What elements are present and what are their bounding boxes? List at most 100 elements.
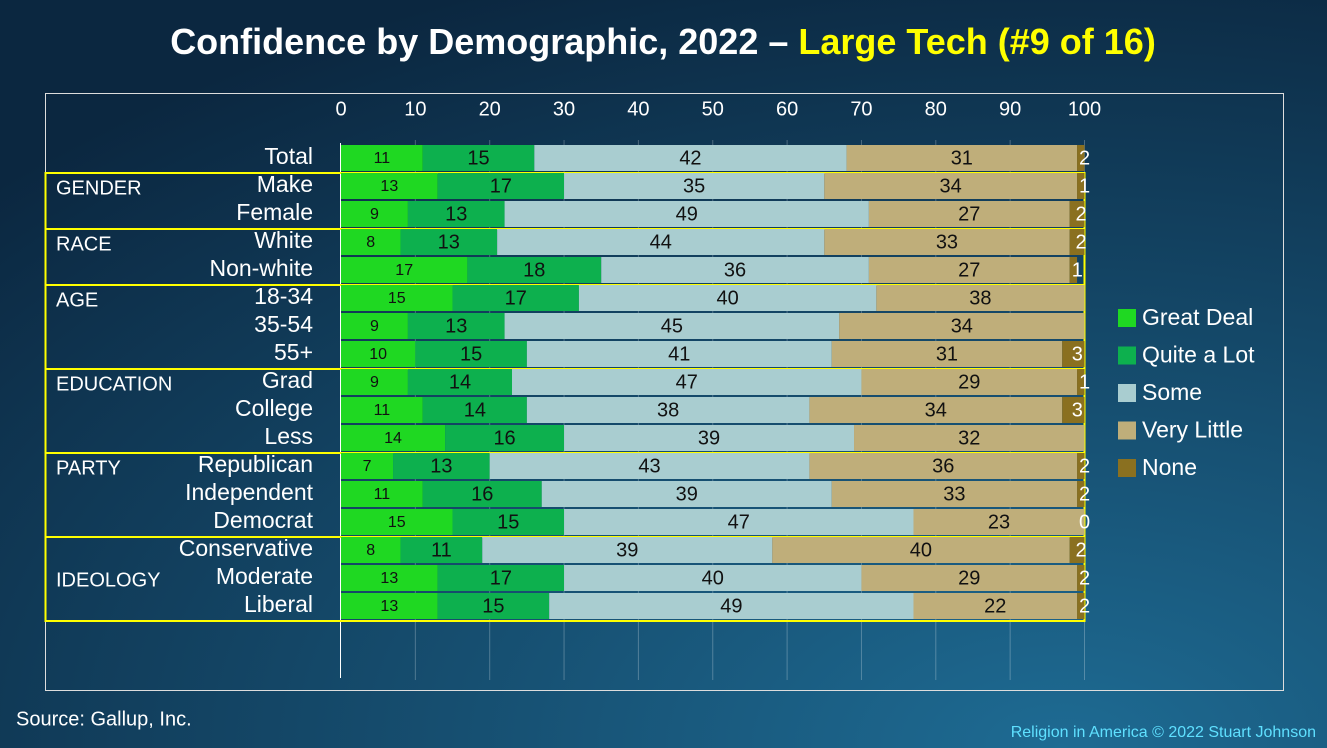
x-tick-label: 0 — [335, 98, 346, 120]
data-label: 13 — [438, 231, 460, 253]
data-label: 44 — [650, 231, 672, 253]
legend-label: Very Little — [1142, 417, 1243, 443]
data-label: 27 — [958, 203, 980, 225]
data-label: 13 — [445, 315, 467, 337]
data-label: 9 — [370, 318, 379, 335]
bar-segment — [868, 257, 1070, 283]
data-label: 32 — [958, 427, 980, 449]
y-tick-label: College — [235, 395, 313, 421]
data-label: 11 — [431, 539, 452, 561]
y-tick-label: 35-54 — [254, 311, 313, 337]
data-label: 33 — [936, 231, 958, 253]
bar-segment — [512, 369, 862, 395]
bar-segment — [437, 173, 565, 199]
bar-segment — [341, 369, 408, 395]
bar-segment — [467, 257, 602, 283]
y-tick-label: Make — [257, 171, 313, 197]
bar-segment — [868, 201, 1070, 227]
bar-segment — [1077, 481, 1085, 507]
y-tick-label: Total — [264, 143, 313, 169]
data-label: 10 — [369, 346, 387, 363]
bar-segment — [482, 537, 773, 563]
data-label: 29 — [958, 567, 980, 589]
bar-segment — [437, 593, 550, 619]
bar-segment — [341, 229, 401, 255]
bar-segment — [407, 369, 513, 395]
data-label: 34 — [951, 315, 973, 337]
bar-segment — [341, 509, 453, 535]
x-tick-label: 100 — [1068, 98, 1101, 120]
data-label: 47 — [676, 371, 698, 393]
data-label: 1 — [1072, 259, 1083, 281]
bar-segment — [452, 509, 565, 535]
bar-segment — [913, 509, 1085, 535]
data-label: 11 — [374, 402, 391, 419]
data-label: 49 — [720, 595, 742, 617]
credit: Religion in America © 2022 Stuart Johnso… — [1011, 724, 1316, 741]
bar-segment — [341, 397, 423, 423]
group-label: PARTY — [56, 457, 121, 479]
bar-segment — [341, 145, 423, 171]
bar-segment — [341, 481, 423, 507]
bar-segment — [504, 201, 869, 227]
bar-segment — [809, 453, 1078, 479]
data-label: 40 — [910, 539, 932, 561]
legend-label: Some — [1142, 379, 1202, 405]
bar-segment — [497, 229, 825, 255]
data-label: 15 — [460, 343, 482, 365]
y-tick-label: Republican — [198, 451, 313, 477]
bar-segment — [831, 481, 1078, 507]
bar-segment — [1069, 537, 1085, 563]
bar-segment — [341, 565, 438, 591]
bar-segment — [341, 537, 401, 563]
bar-segment — [1062, 397, 1085, 423]
data-label: 8 — [366, 234, 375, 251]
data-label: 2 — [1079, 147, 1090, 169]
data-label: 1 — [1079, 175, 1090, 197]
bar-segment — [504, 313, 840, 339]
bar-segment — [526, 397, 810, 423]
bar-segment — [1077, 565, 1085, 591]
data-label: 17 — [505, 287, 527, 309]
bar-segment — [1077, 369, 1085, 395]
source: Source: Gallup, Inc. — [16, 708, 192, 730]
bar-segment — [541, 481, 832, 507]
bar-segment — [913, 593, 1078, 619]
y-tick-label: Liberal — [244, 591, 313, 617]
bar-segment — [341, 593, 438, 619]
data-label: 23 — [988, 511, 1010, 533]
data-label: 15 — [467, 147, 489, 169]
bar-segment — [341, 425, 446, 451]
bar-segment — [437, 565, 565, 591]
data-label: 2 — [1079, 595, 1090, 617]
data-label: 38 — [657, 399, 679, 421]
data-label: 17 — [490, 567, 512, 589]
bar-segment — [422, 481, 542, 507]
bar-segment — [846, 145, 1078, 171]
data-label: 40 — [702, 567, 724, 589]
bar-segment — [452, 285, 579, 311]
bar-segment — [445, 425, 565, 451]
data-label: 39 — [676, 483, 698, 505]
legend-swatch — [1118, 309, 1136, 327]
data-label: 3 — [1072, 343, 1083, 365]
data-label: 2 — [1076, 231, 1087, 253]
data-label: 8 — [366, 542, 375, 559]
bar-segment — [824, 229, 1070, 255]
chart-title-wrap: Confidence by Demographic, 2022 – Large T… — [170, 21, 1156, 62]
data-label: 40 — [716, 287, 738, 309]
x-tick-label: 30 — [553, 98, 575, 120]
bar-segment — [341, 173, 438, 199]
data-label: 15 — [497, 511, 519, 533]
data-label: 29 — [958, 371, 980, 393]
data-label: 36 — [932, 455, 954, 477]
data-label: 11 — [374, 150, 391, 167]
data-label: 2 — [1076, 203, 1087, 225]
data-label: 33 — [943, 483, 965, 505]
bar-segment — [824, 173, 1078, 199]
y-tick-label: Democrat — [213, 507, 313, 533]
bar-segment — [1069, 229, 1085, 255]
data-label: 34 — [940, 175, 962, 197]
bar-segment — [564, 509, 914, 535]
legend-label: Great Deal — [1142, 304, 1253, 330]
